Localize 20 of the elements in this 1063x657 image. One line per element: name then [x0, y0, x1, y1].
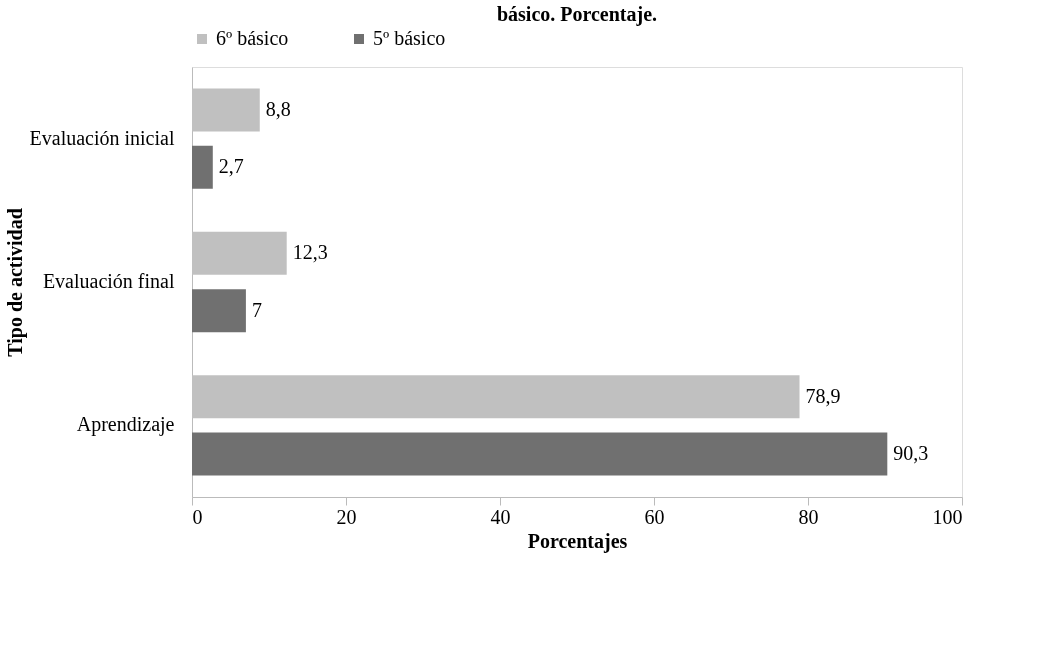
legend-label: 5º básico — [373, 27, 446, 49]
legend-label: 6º básico — [216, 27, 289, 49]
x-axis-title: Porcentajes — [527, 529, 628, 553]
y-tick-label: Evaluación final — [42, 270, 175, 292]
x-tick-label: 80 — [798, 505, 819, 528]
data-label: 2,7 — [218, 155, 244, 178]
data-label: 78,9 — [805, 384, 841, 407]
y-axis-title: Tipo de actividad — [3, 208, 27, 357]
chart-title: básico. Porcentaje. — [496, 3, 658, 26]
x-tick-label: 20 — [336, 505, 357, 528]
y-tick-label: Evaluación inicial — [29, 126, 175, 149]
data-label: 90,3 — [893, 442, 929, 464]
y-tick-label: Aprendizaje — [76, 413, 175, 437]
data-label: 8,8 — [265, 98, 291, 120]
x-tick-label: 0 — [192, 505, 203, 528]
data-label: 12,3 — [292, 241, 328, 264]
data-label: 7 — [251, 298, 262, 321]
x-tick-label: 60 — [644, 505, 665, 528]
x-tick-label: 40 — [490, 505, 511, 528]
x-tick-label: 100 — [932, 505, 963, 528]
